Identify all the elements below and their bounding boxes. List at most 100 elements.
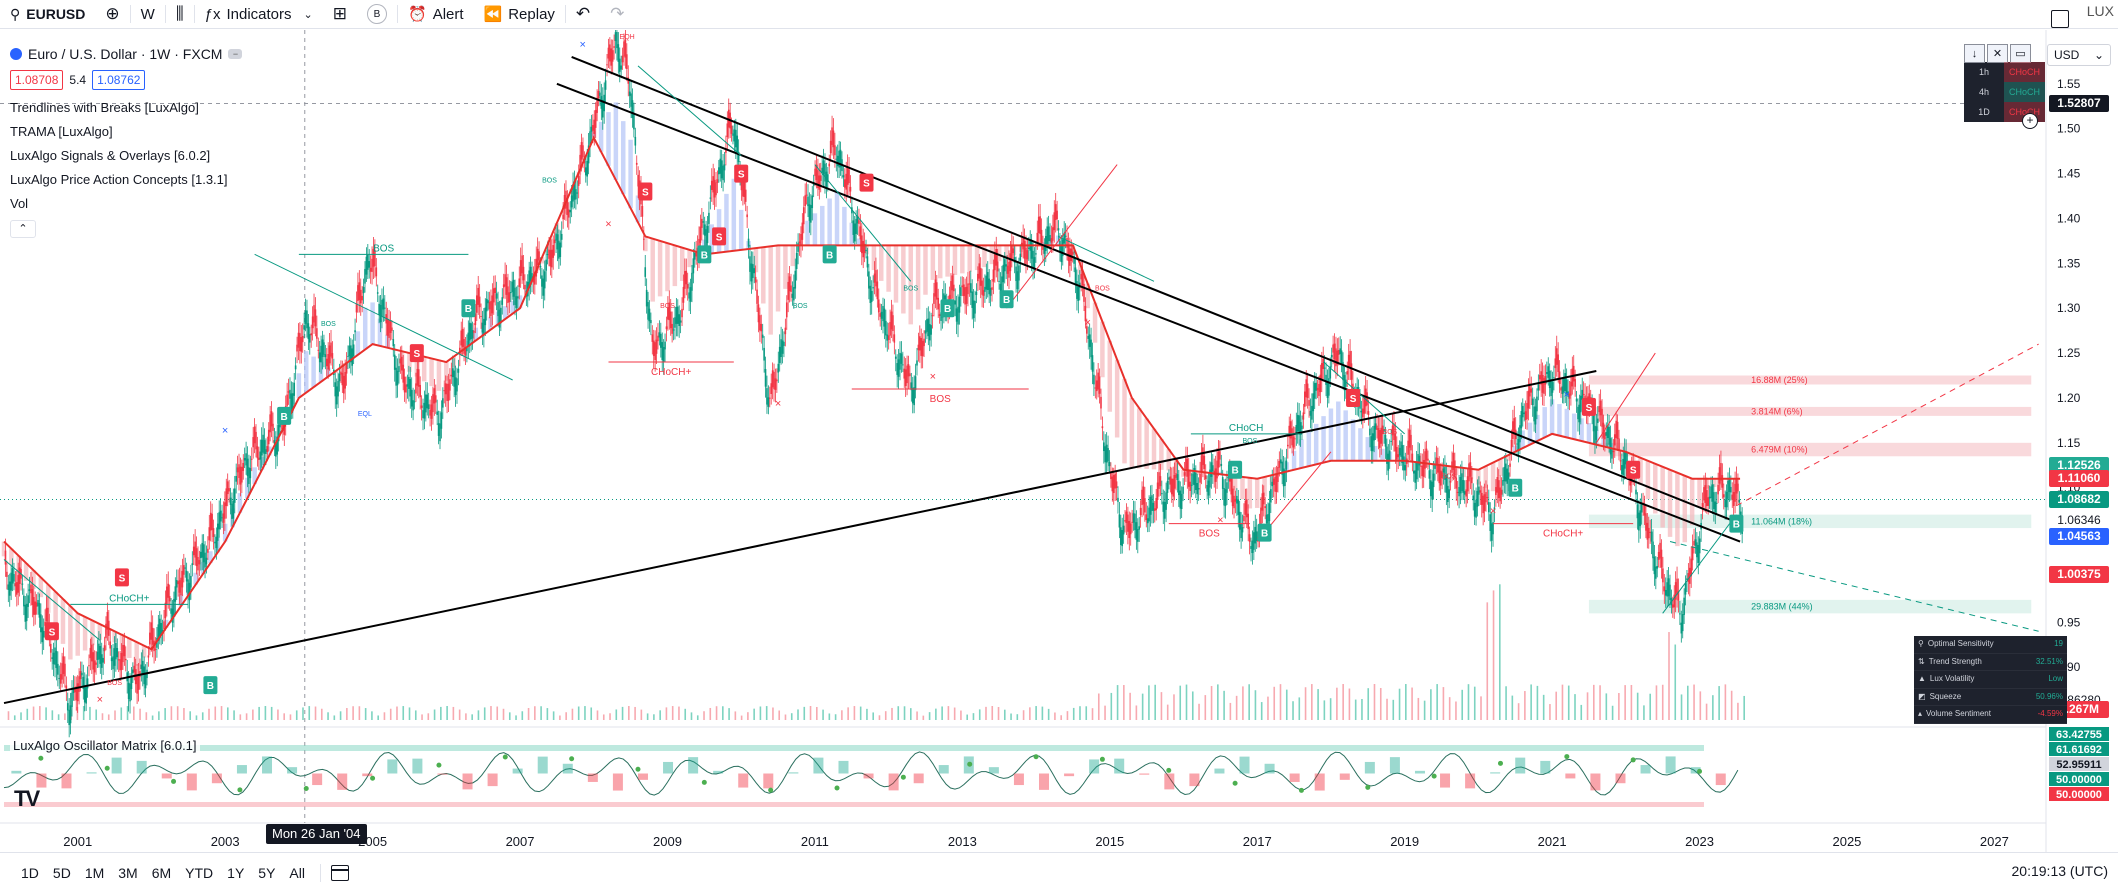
candle-body [1345, 379, 1347, 387]
candle-body [1496, 476, 1499, 493]
candle-body [21, 583, 24, 585]
candle-body [487, 300, 489, 304]
candle-body [790, 285, 792, 292]
candles-icon: ⫼ [175, 4, 184, 23]
candle-body [1570, 381, 1572, 396]
oscillator-pane-title[interactable]: LuxAlgo Oscillator Matrix [6.0.1] [10, 738, 200, 753]
indicator-trama[interactable]: TRAMA [LuxAlgo] [10, 124, 113, 139]
range-button-all[interactable]: All [289, 865, 305, 881]
range-button-5d[interactable]: 5D [52, 865, 71, 881]
structure-label: CHoCH+ [109, 593, 149, 604]
legend-title-row[interactable]: Euro / U.S. Dollar · 1W · FXCM − [10, 42, 243, 66]
indicator-price-action[interactable]: LuxAlgo Price Action Concepts [1.3.1] [10, 172, 228, 187]
candle-body [1087, 335, 1090, 339]
bundle-button[interactable]: B [357, 0, 397, 28]
indicator-trendlines[interactable]: Trendlines with Breaks [LuxAlgo] [10, 100, 199, 115]
symbol-search[interactable]: ⚲ EURUSD [0, 0, 95, 28]
candle-body [252, 437, 254, 448]
candle-body [805, 194, 808, 196]
candle-body [703, 224, 706, 236]
volume-bar [571, 708, 574, 720]
tf-row: 1h CHoCH [1964, 62, 2045, 82]
indicator-signals-overlays[interactable]: LuxAlgo Signals & Overlays [6.0.2] [10, 148, 211, 163]
volume-bar [1304, 687, 1307, 720]
candle-body [538, 251, 540, 261]
x-tick-label: 2017 [1243, 834, 1272, 849]
volume-bar [32, 706, 35, 720]
sell-price[interactable]: 1.08708 [10, 70, 64, 90]
layouts-button[interactable]: ⊞ [323, 0, 357, 28]
close-icon[interactable]: ✕ [1987, 44, 2008, 63]
currency-select[interactable]: USD ⌄ [2047, 44, 2111, 66]
chart-canvas[interactable]: 1.551.501.451.401.351.301.251.201.151.10… [0, 30, 2118, 852]
volume-bar [1066, 711, 1069, 720]
tradingview-logo-icon[interactable]: TV [14, 786, 40, 811]
candle-body [175, 580, 178, 588]
add-alert-plus-icon[interactable]: + [2022, 113, 2038, 129]
candle-body [669, 311, 672, 329]
candle-body [355, 303, 358, 313]
volume-bar [1480, 696, 1482, 720]
buy-price[interactable]: 1.08762 [92, 70, 146, 90]
channel-line [254, 253, 513, 381]
oscillator-dot [1033, 754, 1039, 760]
candle-body [1322, 358, 1325, 369]
oscillator-histogram [587, 773, 598, 782]
range-button-1d[interactable]: 1D [21, 865, 39, 881]
range-button-6m[interactable]: 6M [151, 865, 172, 881]
volume-bar [1461, 689, 1464, 720]
range-button-1m[interactable]: 1M [84, 865, 105, 881]
redo-button[interactable]: ↷ [600, 0, 634, 28]
volume-bar [120, 707, 123, 720]
collapse-icon[interactable]: − [228, 49, 243, 59]
replay-button[interactable]: ⏪ Replay [474, 0, 565, 28]
candle-body [960, 287, 962, 296]
candle-body [32, 597, 35, 615]
candle-body [1650, 531, 1653, 542]
candle-body [42, 630, 45, 638]
range-button-5y[interactable]: 5Y [258, 865, 276, 881]
undo-button[interactable]: ↶ [566, 0, 600, 28]
candle-body [1720, 463, 1722, 481]
arrow-down-icon[interactable]: ↓ [1964, 44, 1985, 63]
compare-button[interactable]: ⊕ [95, 0, 129, 28]
candle-body [1468, 463, 1470, 482]
volume-bar [527, 708, 530, 720]
candle-body [1163, 501, 1166, 519]
volume-bar [89, 706, 91, 720]
alert-button[interactable]: ⏰ Alert [398, 0, 474, 28]
candle-body [1346, 371, 1349, 375]
candle-body [134, 669, 137, 685]
chevron-up-icon[interactable]: ⌃ [10, 220, 36, 238]
candle-body [604, 80, 607, 90]
chart-type-button[interactable]: ⫼ [166, 0, 194, 28]
candle-body [1639, 510, 1642, 527]
range-button-3m[interactable]: 3M [118, 865, 138, 881]
oscillator-histogram [988, 767, 999, 774]
candle-body [109, 641, 112, 649]
range-button-ytd[interactable]: YTD [185, 865, 214, 881]
candle-body [187, 579, 189, 597]
candle-body [447, 383, 450, 401]
candle-body [1028, 247, 1030, 249]
indicators-button[interactable]: ƒx Indicators ⌄ [195, 0, 323, 28]
interval-button[interactable]: W [131, 0, 165, 28]
y-tick-label: 1.30 [2057, 301, 2081, 315]
candle-body [1431, 481, 1433, 500]
candle-body [1081, 271, 1084, 286]
fullscreen-icon[interactable] [2050, 10, 2069, 28]
volume-bar [960, 710, 962, 720]
candle-body [449, 379, 451, 391]
settings-icon[interactable]: ▭ [2010, 44, 2031, 63]
candle-body [1513, 418, 1516, 435]
calendar-icon[interactable] [330, 865, 349, 881]
candle-body [6, 571, 8, 577]
volume-bar [1386, 698, 1388, 720]
indicator-vol[interactable]: Vol [10, 196, 29, 211]
range-button-1y[interactable]: 1Y [227, 865, 245, 881]
candle-body [1063, 233, 1065, 244]
structure-label: CHoCH [1229, 423, 1263, 434]
candle-body [1728, 477, 1731, 492]
candle-body [1544, 376, 1547, 385]
candle-body [1615, 420, 1617, 438]
